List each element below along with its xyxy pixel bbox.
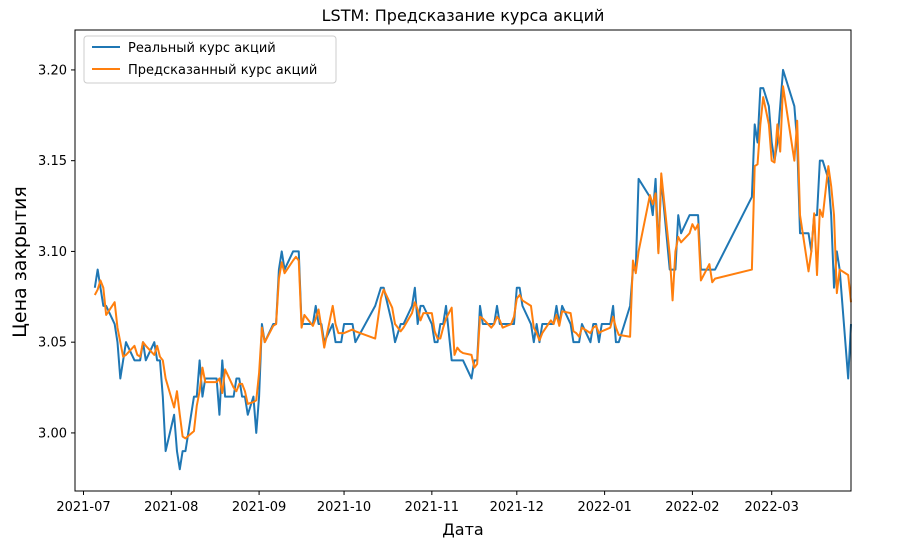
chart-title: LSTM: Предсказание курса акций bbox=[322, 6, 605, 25]
y-tick-label: 3.00 bbox=[38, 426, 67, 441]
legend-box bbox=[83, 35, 337, 84]
y-tick-label: 3.15 bbox=[38, 154, 67, 169]
y-axis: 3.00 3.05 3.10 3.15 3.20 bbox=[38, 63, 75, 441]
x-tick-label: 2022-03 bbox=[745, 500, 799, 515]
x-tick-label: 2021-08 bbox=[144, 500, 198, 515]
plot-background bbox=[75, 30, 851, 491]
plot-area: 2021-07 2021-08 2021-09 2021-10 2021-11 2021-… bbox=[38, 29, 852, 515]
x-tick-label: 2021-10 bbox=[317, 500, 371, 515]
x-axis-label: Дата bbox=[442, 520, 483, 539]
plot-frame bbox=[74, 29, 852, 492]
x-tick-label: 2021-09 bbox=[232, 500, 286, 515]
x-tick-label: 2022-01 bbox=[577, 500, 631, 515]
y-tick-label: 3.10 bbox=[38, 245, 67, 260]
y-tick-label: 3.20 bbox=[38, 63, 67, 78]
series-line-predicted bbox=[93, 85, 852, 440]
legend: Реальный курс акций Предсказанный курс а… bbox=[83, 35, 337, 84]
x-tick-label: 2021-07 bbox=[56, 500, 110, 515]
legend-label-predicted: Предсказанный курс акций bbox=[128, 63, 317, 78]
x-tick-label: 2022-02 bbox=[665, 500, 719, 515]
series-group bbox=[93, 68, 852, 471]
x-tick-label: 2021-12 bbox=[490, 500, 544, 515]
y-tick-label: 3.05 bbox=[38, 336, 67, 351]
y-axis-label: Цена закрытия bbox=[9, 186, 31, 338]
x-tick-label: 2021-11 bbox=[405, 500, 459, 515]
x-axis: 2021-07 2021-08 2021-09 2021-10 2021-11 2021-… bbox=[56, 491, 799, 515]
legend-label-real: Реальный курс акций bbox=[128, 41, 276, 56]
series-line-real bbox=[93, 68, 852, 471]
